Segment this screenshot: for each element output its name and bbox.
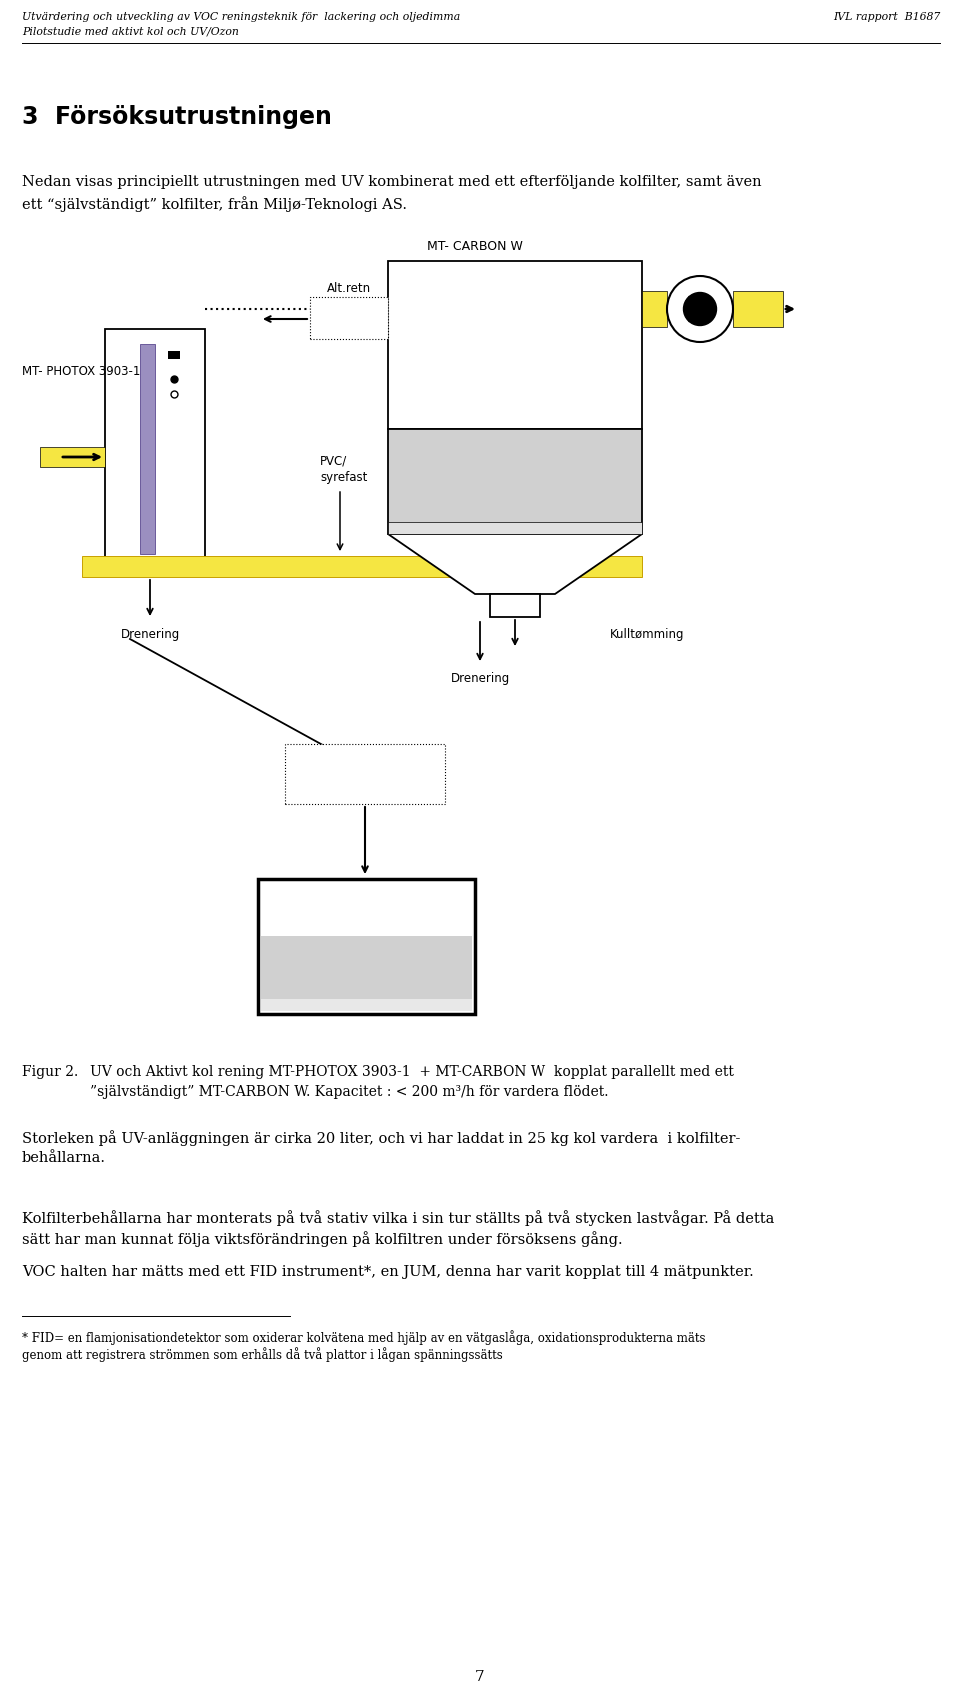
Text: Drenering: Drenering — [120, 628, 180, 640]
Text: genom att registrera strömmen som erhålls då två plattor i lågan spänningssätts: genom att registrera strömmen som erhåll… — [22, 1347, 503, 1362]
Text: Utvärdering och utveckling av VOC reningsteknik för  lackering och oljedimma: Utvärdering och utveckling av VOC rening… — [22, 12, 460, 22]
Circle shape — [684, 294, 716, 326]
Bar — [140, 345, 155, 555]
Polygon shape — [388, 535, 642, 594]
Circle shape — [667, 277, 733, 343]
Bar — [733, 292, 783, 328]
Bar — [40, 448, 105, 467]
Text: ”självständigt” MT-CARBON W. Kapacitet : < 200 m³/h för vardera flödet.: ”självständigt” MT-CARBON W. Kapacitet :… — [90, 1085, 609, 1099]
Text: PVC/
syrefast: PVC/ syrefast — [320, 455, 368, 484]
Bar — [82, 557, 642, 577]
Text: Drenering: Drenering — [450, 672, 510, 684]
Bar — [388, 523, 642, 535]
Bar — [388, 261, 642, 430]
Text: MT- CARBON W: MT- CARBON W — [427, 239, 523, 253]
Bar — [258, 880, 475, 1014]
Text: VOC halten har mätts med ett FID instrument*, en JUM, denna har varit kopplat ti: VOC halten har mätts med ett FID instrum… — [22, 1265, 754, 1279]
Text: Kulltømming: Kulltømming — [610, 628, 684, 640]
Text: UV och Aktivt kol rening MT-PHOTOX 3903-1  + MT-CARBON W  kopplat parallellt med: UV och Aktivt kol rening MT-PHOTOX 3903-… — [90, 1065, 733, 1078]
Text: ett “självständigt” kolfilter, från Miljø-Teknologi AS.: ett “självständigt” kolfilter, från Milj… — [22, 195, 407, 212]
Bar — [285, 744, 445, 805]
Text: Pilotstudie med aktivt kol och UV/Ozon: Pilotstudie med aktivt kol och UV/Ozon — [22, 25, 239, 36]
Text: 7: 7 — [475, 1669, 485, 1683]
Bar — [261, 1000, 472, 1012]
Text: 3  Försöksutrustningen: 3 Försöksutrustningen — [22, 105, 332, 129]
Text: MT- PHOTOX 3903-1: MT- PHOTOX 3903-1 — [22, 365, 140, 377]
Bar — [261, 936, 472, 1012]
Text: Nedan visas principiellt utrustningen med UV kombinerat med ett efterföljande ko: Nedan visas principiellt utrustningen me… — [22, 175, 761, 188]
Text: Kolfilterbehållarna har monterats på två stativ vilka i sin tur ställts på två s: Kolfilterbehållarna har monterats på två… — [22, 1209, 775, 1226]
Bar — [310, 297, 388, 340]
Bar — [388, 430, 642, 535]
Text: Figur 2.: Figur 2. — [22, 1065, 79, 1078]
Bar — [490, 594, 540, 618]
Bar — [105, 329, 205, 569]
Bar — [642, 292, 667, 328]
Polygon shape — [688, 297, 716, 323]
Text: Storleken på UV-anläggningen är cirka 20 liter, och vi har laddat in 25 kg kol v: Storleken på UV-anläggningen är cirka 20… — [22, 1129, 740, 1144]
Text: IVL rapport  B1687: IVL rapport B1687 — [832, 12, 940, 22]
Text: * FID= en flamjonisationdetektor som oxiderar kolvätena med hjälp av en vätgaslå: * FID= en flamjonisationdetektor som oxi… — [22, 1330, 706, 1345]
Bar — [168, 351, 180, 360]
Text: Alt.retn: Alt.retn — [327, 282, 372, 295]
Text: MT- CARBON
w: MT- CARBON w — [324, 752, 407, 781]
Text: behållarna.: behållarna. — [22, 1150, 106, 1165]
Text: sätt har man kunnat följa viktsförändringen på kolfiltren under försöksens gång.: sätt har man kunnat följa viktsförändrin… — [22, 1231, 623, 1246]
